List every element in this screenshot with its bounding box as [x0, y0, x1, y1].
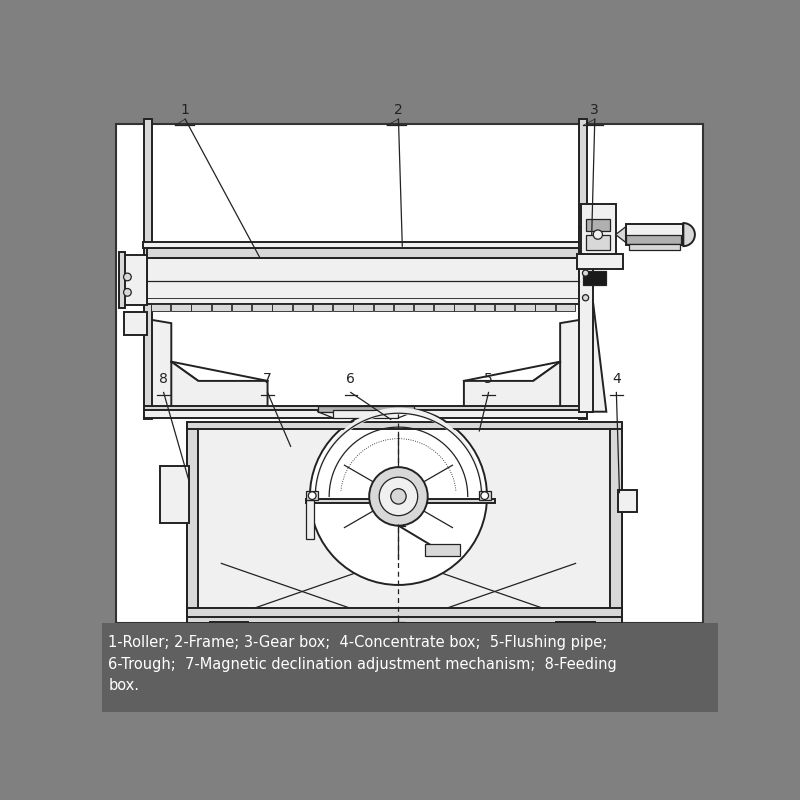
Bar [354, 304, 373, 311]
Bar [144, 410, 587, 418]
Polygon shape [144, 319, 198, 408]
Bar [479, 491, 491, 500]
Bar [151, 304, 170, 311]
Text: 8: 8 [159, 372, 168, 386]
Bar [306, 498, 494, 503]
Bar [333, 304, 353, 311]
Bar [146, 258, 579, 304]
Bar [143, 242, 583, 249]
Circle shape [582, 294, 589, 301]
Bar [535, 304, 555, 311]
Bar [618, 490, 637, 512]
Polygon shape [534, 319, 587, 408]
Polygon shape [615, 227, 626, 242]
Bar [306, 500, 314, 538]
Bar [434, 304, 454, 311]
Bar [579, 119, 587, 419]
Text: 7: 7 [263, 372, 272, 386]
Bar [293, 304, 312, 311]
Bar [394, 304, 414, 311]
Bar [630, 244, 679, 250]
Bar [119, 252, 125, 308]
Bar [392, 622, 405, 638]
Circle shape [369, 467, 428, 526]
Bar [474, 304, 494, 311]
Bar [186, 423, 622, 619]
Circle shape [123, 273, 131, 281]
Bar [313, 304, 332, 311]
Bar [144, 406, 587, 412]
Bar [577, 254, 623, 270]
Bar [306, 491, 318, 500]
Bar [374, 304, 393, 311]
Bar [171, 304, 190, 311]
Bar [186, 618, 622, 623]
Bar [454, 304, 474, 311]
Polygon shape [579, 304, 606, 412]
Bar [515, 304, 534, 311]
Circle shape [582, 270, 589, 276]
Bar [626, 224, 683, 245]
Text: 4: 4 [612, 372, 621, 386]
Text: box.: box. [108, 678, 139, 693]
Bar [414, 304, 434, 311]
Text: 3: 3 [590, 102, 599, 117]
Bar [579, 227, 594, 412]
Text: 6: 6 [346, 372, 355, 386]
Circle shape [390, 489, 406, 504]
Bar [160, 466, 189, 523]
Text: 1: 1 [181, 102, 190, 117]
Polygon shape [464, 362, 560, 408]
Bar [581, 204, 615, 254]
Bar [495, 304, 514, 311]
Bar [210, 622, 248, 634]
Bar [333, 410, 398, 418]
Bar [583, 270, 606, 285]
Circle shape [123, 289, 131, 296]
Bar [146, 249, 579, 258]
Bar [123, 255, 146, 306]
Text: 6-Trough;  7-Magnetic declination adjustment mechanism;  8-Feeding: 6-Trough; 7-Magnetic declination adjustm… [108, 657, 617, 671]
Bar [116, 125, 702, 623]
Wedge shape [683, 223, 695, 246]
Bar [212, 304, 231, 311]
Bar [426, 544, 460, 556]
Circle shape [481, 492, 489, 499]
Bar [556, 304, 575, 311]
Text: 5: 5 [484, 372, 493, 386]
Circle shape [308, 492, 316, 499]
Bar [186, 608, 622, 619]
Circle shape [379, 477, 418, 516]
Bar [191, 304, 211, 311]
Bar [272, 304, 292, 311]
Circle shape [394, 625, 402, 633]
Bar [186, 423, 198, 619]
Bar [626, 234, 681, 244]
Circle shape [310, 408, 487, 585]
Bar [318, 406, 414, 412]
Bar [586, 219, 610, 230]
Text: 1-Roller; 2-Frame; 3-Gear box;  4-Concentrate box;  5-Flushing pipe;: 1-Roller; 2-Frame; 3-Gear box; 4-Concent… [108, 635, 607, 650]
Bar [252, 304, 271, 311]
Bar [586, 234, 610, 250]
Bar [123, 311, 146, 334]
Bar [556, 622, 594, 634]
Bar [144, 119, 152, 419]
Circle shape [594, 230, 602, 239]
Polygon shape [171, 362, 267, 408]
Bar [232, 304, 251, 311]
Bar [102, 623, 718, 712]
Bar [610, 423, 622, 619]
Bar [186, 422, 622, 430]
Text: 2: 2 [394, 102, 403, 117]
